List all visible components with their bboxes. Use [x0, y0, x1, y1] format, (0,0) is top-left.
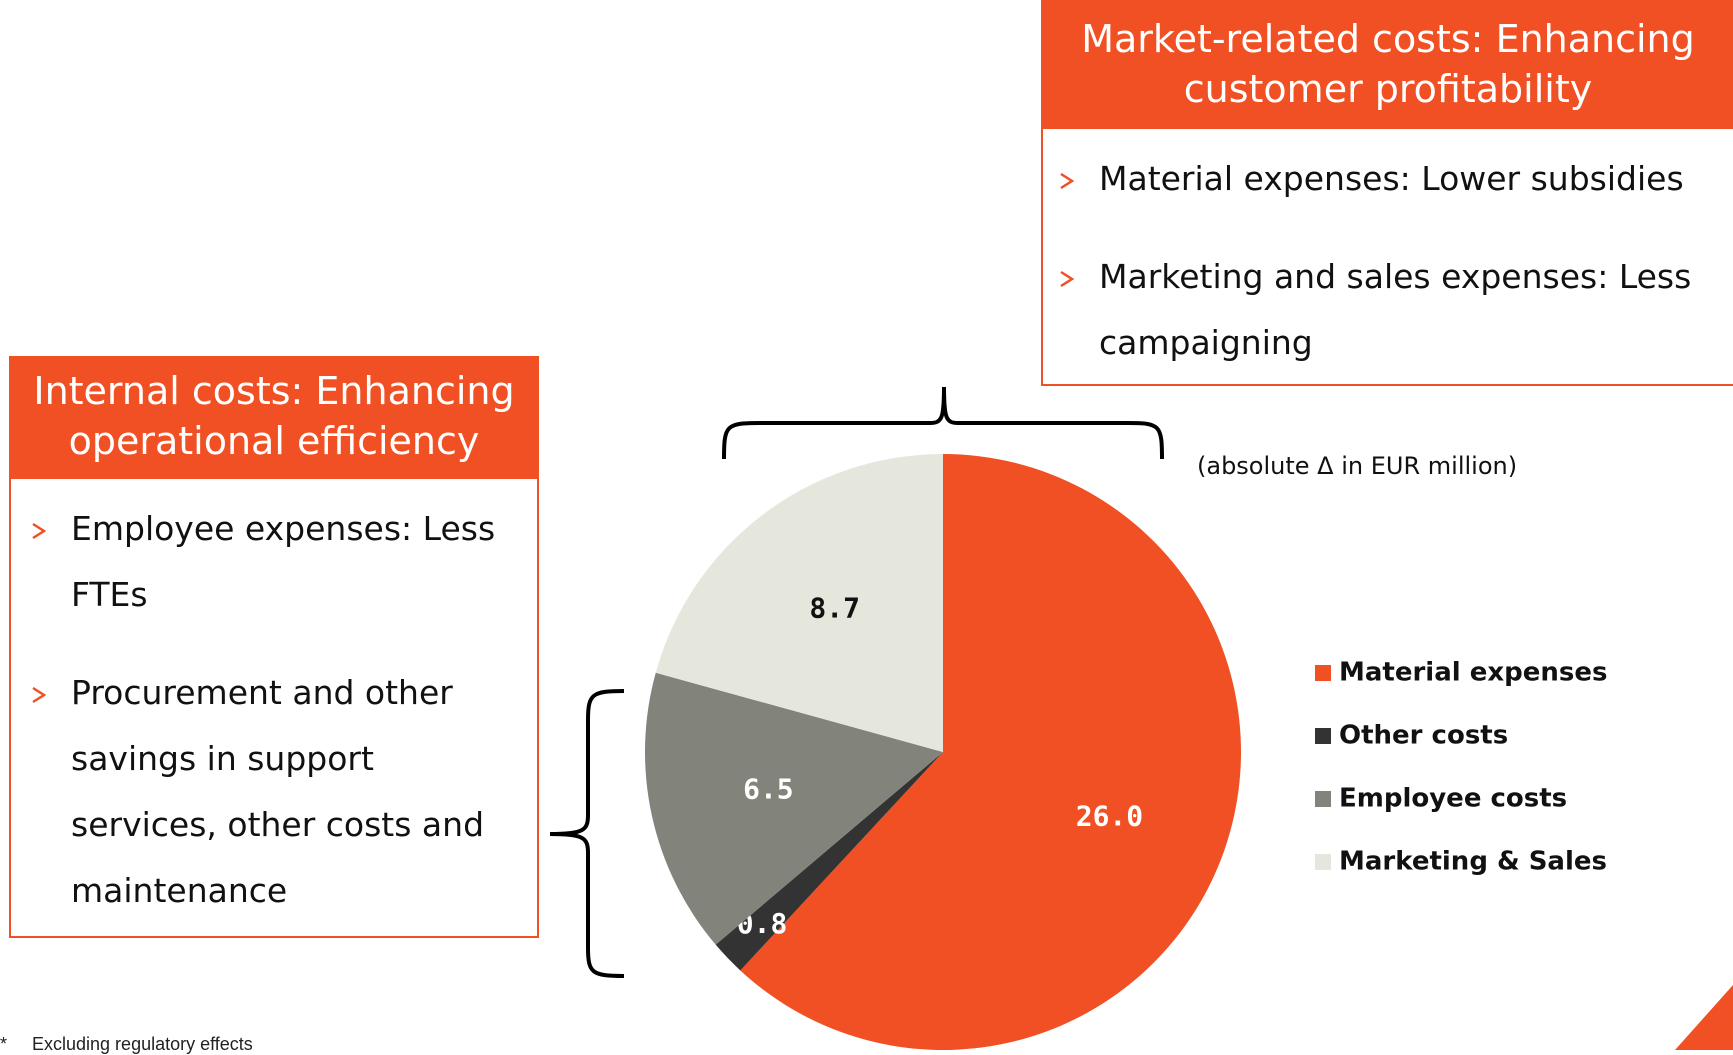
bullet-marker	[1060, 172, 1075, 190]
legend-label: Other costs	[1339, 721, 1508, 751]
pie-slice	[740, 454, 1241, 1050]
value-label: 8.7	[809, 592, 860, 625]
footnote: * Excluding regulatory effects	[0, 1034, 253, 1054]
legend-label: Employee costs	[1339, 784, 1567, 814]
legend-swatch	[1315, 791, 1331, 807]
bullet: Employee expenses: Less FTEs	[32, 496, 511, 628]
legend-label: Marketing & Sales	[1339, 847, 1607, 877]
bullet-marker	[32, 686, 47, 704]
legend-swatch	[1315, 728, 1331, 744]
bullet-list: Employee expenses: Less FTEs Procurement…	[32, 496, 511, 956]
value-label: 26.0	[1076, 799, 1143, 832]
bullet: Marketing and sales expenses: Less campa…	[1060, 244, 1709, 376]
bullet-text: Marketing and sales expenses: Less campa…	[1099, 257, 1692, 362]
bullet-list: Material expenses: Lower subsidies Marke…	[1060, 146, 1709, 408]
pie-slice	[655, 454, 943, 752]
pie-slice	[715, 752, 943, 971]
bullet-text: Material expenses: Lower subsidies	[1099, 159, 1684, 198]
pie-slice	[644, 672, 943, 945]
top-brace	[722, 386, 1164, 460]
market-panel: Market-related costs: Enhancing customer…	[1041, 0, 1733, 386]
bullet-marker	[32, 522, 47, 540]
internal-panel: Internal costs: Enhancing operational ef…	[9, 356, 539, 938]
value-label: 6.5	[743, 772, 794, 805]
corner-accent	[1675, 985, 1733, 1050]
bullet: Procurement and other savings in support…	[32, 660, 511, 924]
bullet: Material expenses: Lower subsidies	[1060, 146, 1709, 212]
panel-title: Market-related costs: Enhancing customer…	[1043, 0, 1733, 129]
legend-label: Material expenses	[1339, 658, 1607, 688]
annotation: (absolute Δ in EUR million)	[1197, 452, 1517, 480]
legend-swatch	[1315, 665, 1331, 681]
legend-swatch	[1315, 854, 1331, 870]
bullet-text: Employee expenses: Less FTEs	[71, 509, 496, 614]
panel-title: Internal costs: Enhancing operational ef…	[11, 358, 537, 479]
bullet-marker	[1060, 270, 1075, 288]
left-brace	[549, 689, 625, 978]
bullet-text: Procurement and other savings in support…	[71, 673, 485, 910]
